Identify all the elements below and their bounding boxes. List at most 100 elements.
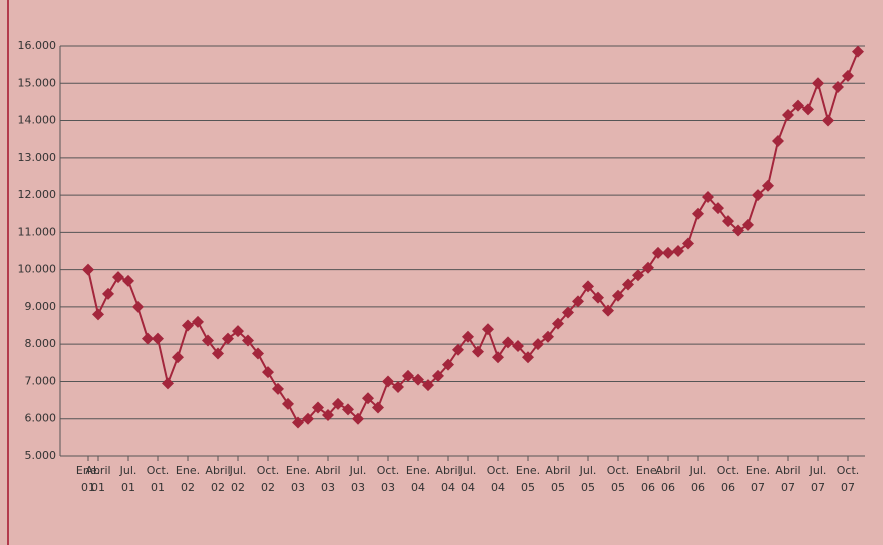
x-tick-label: Jul. 03: [349, 464, 367, 494]
data-point: [272, 382, 284, 395]
y-tick-label: 14.000: [18, 114, 57, 127]
data-point: [292, 416, 304, 429]
data-point: [572, 295, 584, 308]
x-tick-label: Oct. 03: [377, 464, 400, 494]
x-tick-label: Jul. 06: [689, 464, 707, 494]
data-point: [842, 69, 854, 82]
x-tick-label: Jul. 07: [809, 464, 827, 494]
data-point: [532, 338, 544, 351]
data-point: [252, 347, 264, 360]
data-point: [642, 261, 654, 274]
data-point: [472, 345, 484, 358]
data-point: [362, 392, 374, 405]
y-tick-label: 16.000: [18, 39, 57, 52]
x-tick-label: Ene. 05: [516, 464, 540, 494]
data-point: [762, 179, 774, 192]
data-point: [432, 369, 444, 382]
data-point: [242, 334, 254, 347]
data-point: [142, 332, 154, 345]
data-point: [542, 330, 554, 343]
data-point: [652, 246, 664, 259]
data-point: [592, 291, 604, 304]
data-point: [792, 99, 804, 112]
data-point: [402, 369, 414, 382]
data-point: [622, 278, 634, 291]
data-point: [812, 77, 824, 90]
data-point: [132, 300, 144, 313]
data-point: [152, 332, 164, 345]
data-point: [682, 237, 694, 250]
data-point: [222, 332, 234, 345]
data-point: [312, 401, 324, 414]
data-point: [352, 412, 364, 425]
data-point: [672, 245, 684, 257]
data-point: [202, 334, 214, 347]
data-point: [722, 215, 734, 228]
y-tick-label: 8.000: [25, 337, 57, 350]
data-point: [702, 190, 714, 203]
data-point: [442, 358, 454, 371]
x-tick-label: Ene. 04: [406, 464, 430, 494]
data-point: [172, 351, 184, 364]
data-point: [852, 45, 864, 58]
y-tick-label: 9.000: [25, 300, 57, 313]
data-point: [552, 317, 564, 330]
x-tick-label: Ene. 02: [176, 464, 200, 494]
data-point: [452, 343, 464, 356]
data-point: [122, 274, 134, 287]
data-point: [322, 409, 334, 421]
x-tick-label: Abril 02: [205, 464, 230, 494]
data-point: [492, 351, 504, 364]
data-point: [632, 269, 644, 282]
x-tick-label: Abril 06: [655, 464, 680, 494]
data-point: [732, 224, 744, 237]
data-point: [382, 375, 394, 388]
data-point: [232, 325, 244, 338]
data-point: [712, 202, 724, 215]
y-tick-label: 10.000: [18, 263, 57, 276]
data-point: [192, 315, 204, 328]
data-point: [372, 401, 384, 414]
data-point: [342, 403, 354, 416]
x-tick-label: Jul. 04: [459, 464, 477, 494]
x-tick-label: Ene. 03: [286, 464, 310, 494]
data-point: [92, 308, 104, 321]
data-point: [182, 319, 194, 332]
y-tick-label: 11.000: [18, 225, 57, 238]
data-point: [562, 306, 574, 319]
data-point: [302, 412, 314, 425]
data-point: [332, 397, 344, 410]
data-point: [482, 323, 494, 336]
data-point: [772, 135, 784, 148]
x-tick-label: Abril 05: [545, 464, 570, 494]
y-tick-label: 15.000: [18, 76, 57, 89]
data-point: [412, 373, 424, 386]
x-tick-label: Jul. 01: [119, 464, 137, 494]
data-point: [612, 289, 624, 302]
data-point: [512, 340, 524, 353]
data-point: [692, 207, 704, 220]
data-point: [462, 330, 474, 343]
y-tick-label: 5.000: [25, 449, 57, 462]
x-tick-label: Ene. 07: [746, 464, 770, 494]
data-point: [422, 379, 434, 392]
data-point: [502, 336, 514, 349]
data-point: [742, 218, 754, 231]
data-point: [602, 304, 614, 317]
data-point: [782, 108, 794, 121]
data-point: [392, 381, 404, 394]
y-tick-label: 6.000: [25, 412, 57, 425]
data-point: [282, 397, 294, 410]
x-tick-label: Abril 07: [775, 464, 800, 494]
x-tick-label: Oct. 05: [607, 464, 630, 494]
y-tick-label: 12.000: [18, 188, 57, 201]
x-tick-label: Oct. 01: [147, 464, 170, 494]
data-point: [832, 81, 844, 93]
x-tick-label: Jul. 02: [229, 464, 247, 494]
data-point: [212, 347, 224, 360]
x-tick-label: Abril 03: [315, 464, 340, 494]
x-tick-label: Jul. 05: [579, 464, 597, 494]
